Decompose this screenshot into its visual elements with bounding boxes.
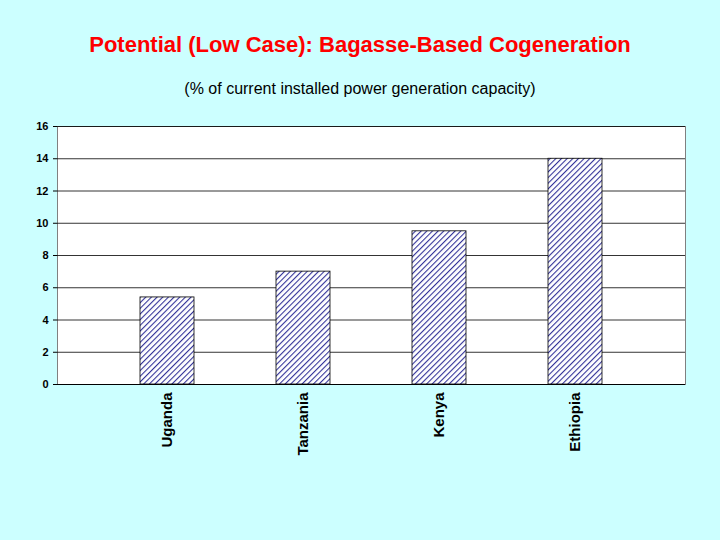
svg-text:14: 14 xyxy=(36,152,49,164)
svg-text:0: 0 xyxy=(42,378,48,390)
svg-text:8: 8 xyxy=(42,249,48,261)
svg-text:6: 6 xyxy=(42,281,48,293)
svg-text:Uganda: Uganda xyxy=(158,392,175,448)
html-text:Potential (Low Case): Bagasse-: Potential (Low Case): Bagasse-Based Coge… xyxy=(89,32,631,57)
svg-text:Kenya: Kenya xyxy=(430,392,447,438)
svg-text:2: 2 xyxy=(42,346,48,358)
html-text:(% of current installed power: (% of current installed power generation… xyxy=(184,80,536,97)
svg-text:12: 12 xyxy=(36,185,48,197)
svg-text:Tanzania: Tanzania xyxy=(294,392,311,456)
svg-text:10: 10 xyxy=(36,217,48,229)
svg-text:Ethiopia: Ethiopia xyxy=(566,392,583,452)
svg-text:16: 16 xyxy=(36,120,48,132)
svg-text:4: 4 xyxy=(42,314,49,326)
